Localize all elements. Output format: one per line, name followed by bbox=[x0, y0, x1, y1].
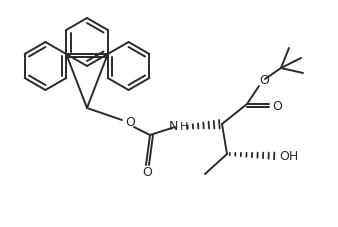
Text: H: H bbox=[180, 122, 188, 132]
Text: O: O bbox=[259, 74, 269, 87]
Text: O: O bbox=[125, 116, 135, 129]
Text: N: N bbox=[168, 121, 178, 133]
Text: OH: OH bbox=[280, 150, 299, 163]
Text: O: O bbox=[272, 99, 282, 113]
Text: O: O bbox=[142, 166, 152, 180]
